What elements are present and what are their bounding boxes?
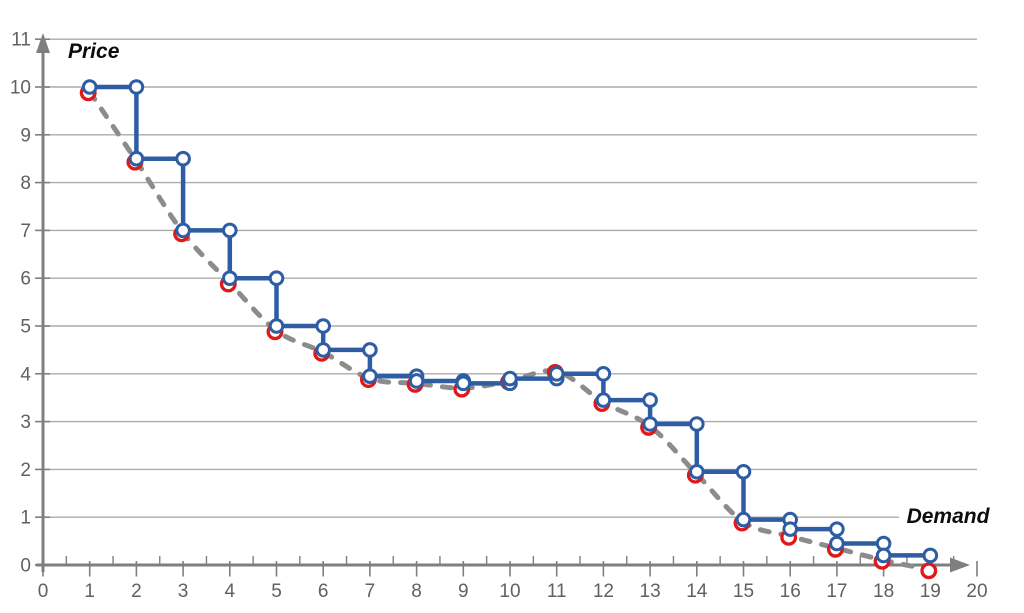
step-marker: [268, 318, 285, 334]
step-marker: [455, 375, 472, 392]
x-tick-label: 6: [318, 581, 329, 602]
step-marker: [922, 547, 939, 564]
x-tick-label: 20: [966, 581, 987, 602]
y-tick-label: 6: [20, 269, 31, 290]
step-marker: [175, 150, 191, 167]
x-tick-label: 12: [593, 581, 614, 602]
x-tick-label: 4: [225, 581, 236, 602]
step-marker: [315, 318, 332, 334]
step-marker: [548, 366, 565, 382]
step-marker: [875, 547, 892, 564]
step-marker: [595, 392, 612, 408]
x-tick-label: 2: [131, 581, 142, 602]
y-axis-arrow-icon: [36, 33, 50, 53]
demand-point-marker: [920, 562, 938, 580]
x-tick-label: 15: [733, 581, 754, 602]
x-axis-arrow-icon: [950, 557, 970, 573]
y-tick-label: 1: [20, 508, 31, 529]
step-marker: [642, 416, 658, 432]
step-marker: [829, 535, 845, 552]
step-marker: [735, 511, 752, 528]
step-marker: [222, 270, 238, 287]
x-tick-label: 3: [178, 581, 189, 602]
step-marker: [315, 342, 332, 358]
step-marker: [689, 416, 705, 432]
x-tick-label: 11: [547, 581, 567, 602]
step-marker: [222, 222, 238, 239]
step-marker: [502, 370, 518, 387]
x-tick-label: 17: [826, 581, 847, 602]
step-marker: [642, 392, 658, 408]
y-tick-label: 5: [20, 317, 31, 338]
x-axis-title: Demand: [899, 503, 997, 530]
step-marker: [128, 150, 145, 167]
x-tick-label: 8: [411, 581, 422, 602]
step-marker: [81, 79, 98, 95]
x-tick-label: 10: [499, 581, 520, 602]
y-tick-label: 2: [20, 460, 31, 481]
y-tick-label: 9: [20, 125, 31, 146]
price-step-line: [89, 84, 931, 558]
demand-trend-curve: [87, 89, 933, 573]
step-marker: [128, 79, 145, 95]
x-tick-label: 9: [458, 581, 469, 602]
x-tick-label: 0: [38, 581, 49, 602]
step-marker: [362, 368, 378, 384]
step-marker: [689, 463, 705, 480]
y-tick-label: 0: [20, 556, 31, 577]
y-tick-label: 3: [20, 412, 31, 433]
y-axis-title: Price: [68, 40, 120, 63]
x-tick-label: 18: [873, 581, 894, 602]
x-tick-label: 5: [271, 581, 282, 602]
step-marker: [735, 463, 752, 480]
y-tick-label: 10: [10, 78, 31, 99]
step-marker: [782, 521, 799, 537]
step-marker: [175, 222, 191, 239]
step-marker: [595, 366, 612, 382]
x-tick-label: 16: [780, 581, 801, 602]
x-tick-label: 14: [686, 581, 708, 602]
y-tick-label: 4: [20, 364, 31, 385]
step-marker: [408, 373, 425, 389]
y-tick-label: 8: [20, 173, 31, 194]
x-tick-label: 13: [640, 581, 661, 602]
x-tick-label: 1: [84, 581, 95, 602]
x-tick-label: 19: [920, 581, 941, 602]
step-marker: [268, 270, 285, 287]
step-marker: [829, 521, 845, 537]
step-marker: [362, 342, 378, 358]
y-tick-label: 7: [20, 221, 31, 242]
y-tick-label: 11: [11, 30, 31, 51]
x-tick-label: 7: [365, 581, 376, 602]
